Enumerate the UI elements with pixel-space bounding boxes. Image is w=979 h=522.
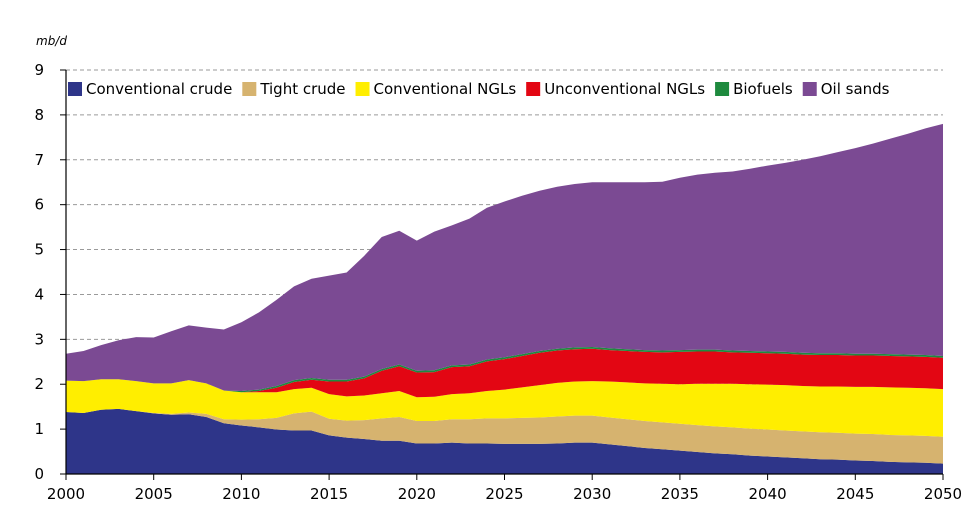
legend-label-conventional-ngls: Conventional NGLs <box>374 80 517 98</box>
y-tick-label-9: 9 <box>34 61 44 79</box>
y-tick-label-4: 4 <box>34 285 44 303</box>
legend-swatch-oil-sands <box>802 82 817 96</box>
legend-item-conventional-crude: Conventional crude <box>68 80 232 98</box>
legend-item-tight-crude: Tight crude <box>242 80 346 98</box>
legend-swatch-unconventional-ngls <box>526 82 541 96</box>
area-conventional-crude <box>66 408 943 474</box>
x-tick-label-2005: 2005 <box>135 485 173 503</box>
legend-item-conventional-ngls: Conventional NGLs <box>355 80 517 98</box>
x-tick-label-2030: 2030 <box>573 485 611 503</box>
x-tick-label-2045: 2045 <box>836 485 874 503</box>
y-tick-label-5: 5 <box>34 241 44 259</box>
legend-label-biofuels: Biofuels <box>733 80 793 98</box>
legend-swatch-conventional-crude <box>68 82 82 96</box>
x-tick-label-2000: 2000 <box>47 485 85 503</box>
x-tick-label-2010: 2010 <box>222 485 260 503</box>
y-tick-label-8: 8 <box>34 106 44 124</box>
legend-label-unconventional-ngls: Unconventional NGLs <box>544 80 705 98</box>
x-tick-label-2040: 2040 <box>749 485 787 503</box>
area-unconventional-ngls <box>66 348 943 398</box>
area-series-group <box>66 123 943 474</box>
y-tick-label-3: 3 <box>34 330 44 348</box>
area-tight-crude <box>66 408 943 464</box>
y-tick-label-6: 6 <box>34 196 44 214</box>
legend-item-oil-sands: Oil sands <box>802 80 890 98</box>
x-tick-label-2020: 2020 <box>398 485 436 503</box>
x-tick-label-2025: 2025 <box>485 485 523 503</box>
y-unit-label: mb/d <box>36 34 67 48</box>
area-oil-sands <box>66 123 943 391</box>
legend-label-tight-crude: Tight crude <box>259 80 345 98</box>
legend-label-oil-sands: Oil sands <box>821 80 890 98</box>
y-tick-label-2: 2 <box>34 375 44 393</box>
legend-item-unconventional-ngls: Unconventional NGLs <box>526 80 705 98</box>
legend-swatch-tight-crude <box>242 82 257 96</box>
legend-swatch-conventional-ngls <box>355 82 370 96</box>
y-tick-label-0: 0 <box>34 465 44 483</box>
x-tick-label-2015: 2015 <box>310 485 348 503</box>
x-tick-label-2035: 2035 <box>661 485 699 503</box>
legend-label-conventional-crude: Conventional crude <box>86 80 232 98</box>
legend-item-biofuels: Biofuels <box>715 80 793 98</box>
y-tick-label-1: 1 <box>34 420 44 438</box>
legend-swatch-biofuels <box>715 82 730 96</box>
y-tick-label-7: 7 <box>34 151 44 169</box>
legend: Conventional crude Tight crude Conventiona… <box>68 80 890 98</box>
tick-labels: 0 1 2 3 4 5 6 7 8 9 2000 2005 2010 2015 2020 2025 2030 20… <box>34 61 962 503</box>
area-conventional-ngls <box>66 379 943 437</box>
x-tick-label-2050: 2050 <box>924 485 962 503</box>
